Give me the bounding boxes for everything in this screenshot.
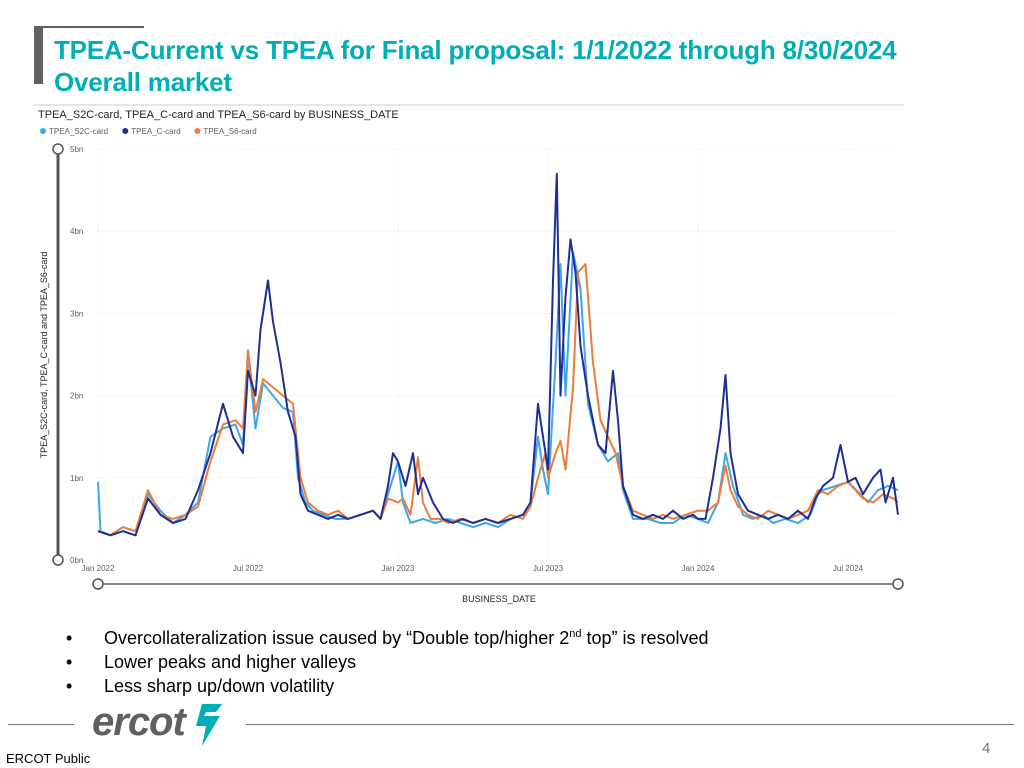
chart-legend: TPEA_S2C-card TPEA_C-card TPEA_S6-card [40, 127, 257, 136]
footer-divider-left [8, 724, 74, 725]
x-tick-label-2: Jan 2023 [382, 564, 415, 573]
y-tick-label-5: 5bn [70, 145, 83, 154]
bullet-glyph: • [66, 628, 73, 648]
x-axis-label: BUSINESS_DATE [462, 594, 536, 604]
bullet-glyph: • [66, 652, 73, 672]
finding-item-3: • Less sharp up/down volatility [60, 674, 709, 698]
chart-series [97, 172, 899, 537]
y-tick-label-2: 2bn [70, 392, 83, 401]
finding-item-1: • Overcollateralization issue caused by “… [60, 626, 709, 650]
x-tick-label-5: Jul 2024 [833, 564, 864, 573]
slide-title: TPEA-Current vs TPEA for Final proposal:… [54, 34, 1014, 98]
series-line-tpea-c-card[interactable] [97, 172, 899, 537]
bullet-glyph: • [66, 676, 73, 696]
legend-swatch-0 [40, 128, 46, 134]
slide-title-line-2: Overall market [54, 67, 232, 97]
legend-label-2[interactable]: TPEA_S6-card [203, 127, 256, 136]
series-line-tpea-s2c-card[interactable] [97, 250, 899, 537]
x-axis-slider-handle-right[interactable] [892, 578, 904, 590]
line-chart: TPEA_S2C-card, TPEA_C-card and TPEA_S6-c… [30, 102, 910, 612]
y-tick-label-1: 1bn [70, 474, 83, 483]
y-tick-label-3: 3bn [70, 309, 83, 318]
chart-grid [97, 148, 898, 561]
finding-3-text: Less sharp up/down volatility [104, 676, 335, 696]
y-tick-label-0: 0bn [70, 556, 83, 565]
x-axis-ticks: Jan 2022 Jul 2022 Jan 2023 Jul 2023 Jan 2024… [82, 564, 864, 573]
finding-1-text-end: top” is resolved [581, 628, 709, 648]
x-tick-label-4: Jan 2024 [682, 564, 715, 573]
legend-label-0[interactable]: TPEA_S2C-card [49, 127, 108, 136]
slide-title-line-1: TPEA-Current vs TPEA for Final proposal:… [54, 35, 897, 65]
chart-svg: TPEA_S2C-card, TPEA_C-card and TPEA_S6-c… [34, 104, 904, 604]
finding-1-superscript: nd [569, 628, 582, 640]
x-axis-slider-handle-left[interactable] [92, 578, 104, 590]
y-axis-slider-handle-bottom[interactable] [52, 554, 64, 566]
legend-label-1[interactable]: TPEA_C-card [131, 127, 180, 136]
series-line-tpea-s6-card[interactable] [97, 263, 899, 537]
finding-item-2: • Lower peaks and higher valleys [60, 650, 709, 674]
title-accent-bar [34, 26, 43, 84]
finding-2-text: Lower peaks and higher valleys [104, 652, 357, 672]
y-axis-slider-handle-top[interactable] [52, 143, 64, 155]
x-tick-label-0: Jan 2022 [82, 564, 115, 573]
findings-list: • Overcollateralization issue caused by “… [60, 626, 709, 698]
y-axis-label: TPEA_S2C-card, TPEA_C-card and TPEA_S6-c… [39, 252, 49, 459]
x-tick-label-3: Jul 2023 [533, 564, 564, 573]
title-accent-rule [34, 26, 144, 28]
footer-divider-right [246, 724, 1014, 725]
finding-1-text: Overcollateralization issue caused by “D… [104, 628, 570, 648]
chart-title: TPEA_S2C-card, TPEA_C-card and TPEA_S6-c… [38, 109, 399, 121]
x-tick-label-1: Jul 2022 [233, 564, 264, 573]
legend-swatch-2 [194, 128, 201, 134]
logo-wordmark: ercot [92, 700, 186, 744]
y-axis-ticks: 0bn 1bn 2bn 3bn 4bn 5bn [70, 145, 83, 565]
legend-swatch-1 [122, 128, 129, 134]
y-tick-label-4: 4bn [70, 227, 83, 236]
ercot-logo: ercot [92, 700, 242, 750]
logo-bolt-icon [196, 704, 222, 746]
classification-label: ERCOT Public [6, 751, 91, 766]
page-number: 4 [982, 740, 991, 757]
